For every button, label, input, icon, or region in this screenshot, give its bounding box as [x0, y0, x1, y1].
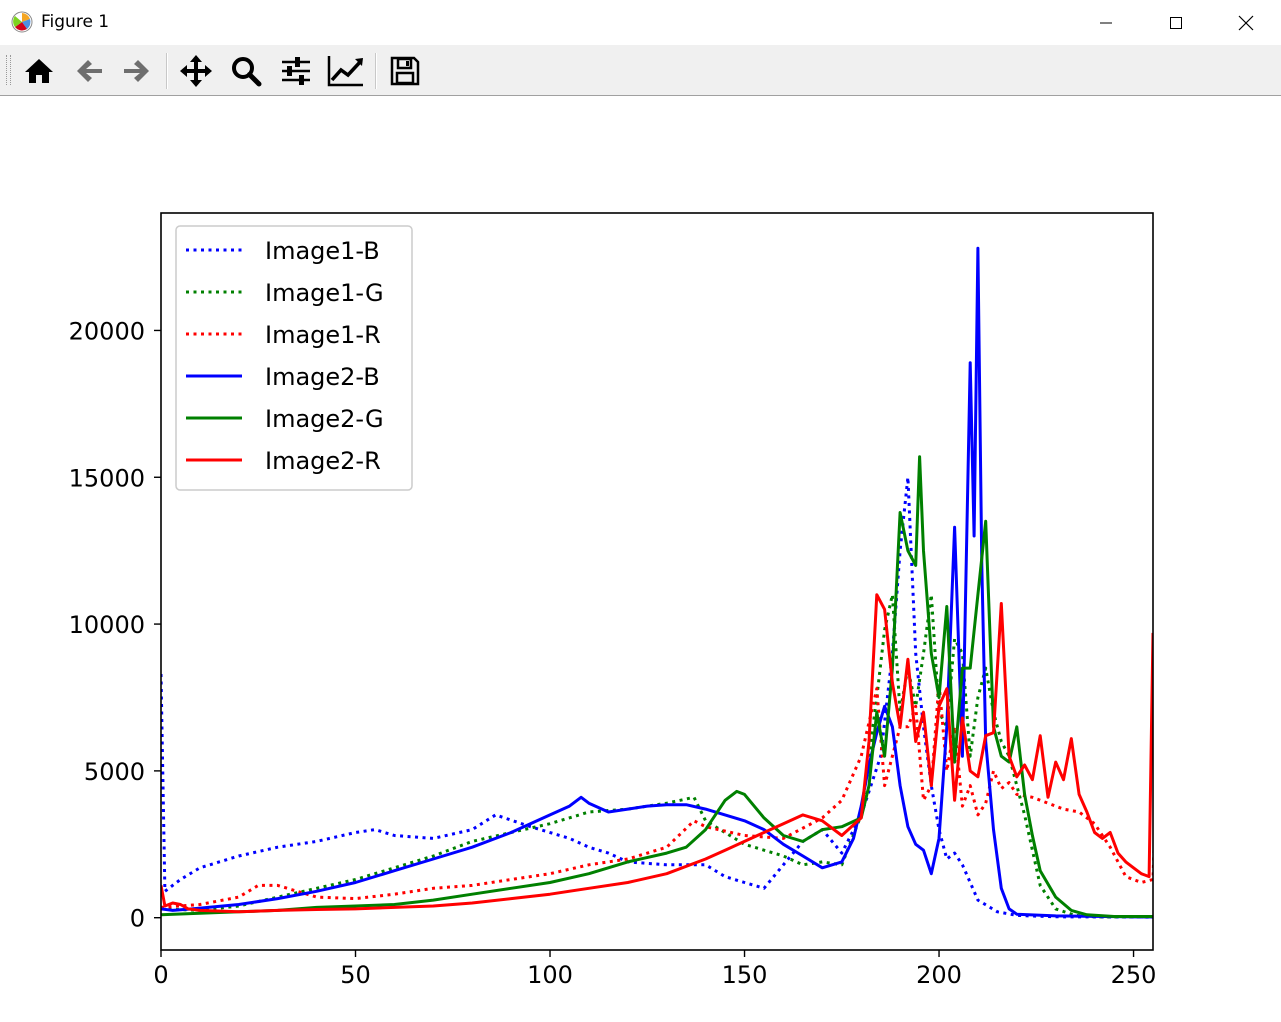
toolbar-separator	[166, 53, 168, 89]
legend-label-image1-r: Image1-R	[265, 321, 381, 349]
y-tick-label: 5000	[84, 758, 145, 786]
series-line-image2-g	[161, 455, 1153, 918]
x-tick-label: 250	[1111, 961, 1157, 989]
maximize-icon	[1170, 16, 1182, 29]
arrow-right-icon	[124, 60, 149, 82]
toolbar-grip	[6, 55, 11, 85]
legend-label-image2-r: Image2-R	[265, 447, 381, 475]
plot-frame	[160, 212, 1154, 951]
save-button[interactable]	[385, 53, 425, 89]
back-button[interactable]	[69, 53, 109, 89]
matplotlib-icon	[11, 11, 33, 33]
minimize-button[interactable]	[1071, 0, 1141, 45]
chart-line-icon	[327, 56, 363, 87]
legend-box	[175, 225, 413, 491]
axes-button[interactable]	[326, 53, 366, 89]
legend-label-image2-g: Image2-G	[265, 405, 384, 433]
magnifier-icon	[232, 57, 262, 87]
toolbar-separator	[375, 53, 377, 89]
x-tick-label: 150	[722, 961, 768, 989]
legend-label-image1-b: Image1-B	[265, 237, 380, 265]
y-tick-label: 20000	[69, 317, 145, 345]
figure-canvas[interactable]: 0 50 100 150 200 250 0 5000 10000 15000 20000 Imag…	[0, 96, 1281, 1018]
legend-label-image2-b: Image2-B	[265, 363, 380, 391]
floppy-disk-icon	[390, 56, 420, 86]
zoom-button[interactable]	[226, 53, 266, 89]
x-tick-label: 50	[340, 961, 371, 989]
y-tick-label: 0	[130, 905, 145, 933]
navigation-toolbar	[0, 45, 1281, 96]
histogram-chart: 0 50 100 150 200 250 0 5000 10000 15000 20000 Imag…	[69, 212, 1157, 989]
x-tick-label: 0	[153, 961, 168, 989]
title-bar: Figure 1	[0, 0, 1281, 45]
home-button[interactable]	[19, 53, 59, 89]
move-icon	[180, 55, 212, 87]
sliders-icon	[282, 57, 310, 85]
legend-label-image1-g: Image1-G	[265, 279, 384, 307]
arrow-left-icon	[77, 60, 102, 82]
x-tick-label: 200	[916, 961, 962, 989]
y-tick-label: 15000	[69, 464, 145, 492]
y-tick-label: 10000	[69, 611, 145, 639]
series-line-image2-b	[161, 246, 1153, 919]
series-line-image1-g	[161, 593, 1153, 919]
series-line-image2-r	[161, 593, 1153, 914]
window-title: Figure 1	[41, 12, 110, 32]
x-tick-label: 100	[527, 961, 573, 989]
forward-button[interactable]	[117, 53, 157, 89]
subplots-button[interactable]	[276, 53, 316, 89]
home-icon	[25, 59, 53, 83]
series-line-image1-b	[161, 475, 1153, 919]
close-button[interactable]	[1211, 0, 1281, 45]
maximize-button[interactable]	[1141, 0, 1211, 45]
pan-button[interactable]	[176, 53, 216, 89]
close-icon	[1238, 15, 1254, 30]
minimize-icon	[1100, 22, 1112, 23]
